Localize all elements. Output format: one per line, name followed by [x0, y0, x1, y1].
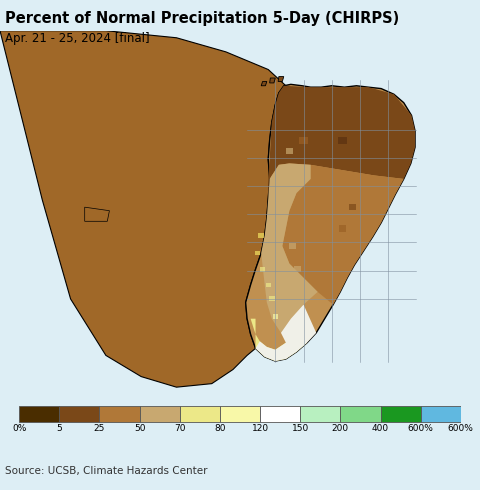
Bar: [258, 233, 264, 238]
Text: 5: 5: [57, 423, 62, 433]
Polygon shape: [0, 31, 286, 387]
Text: 80: 80: [214, 423, 226, 433]
Text: 600%: 600%: [408, 423, 433, 433]
Text: Source: UCSB, Climate Hazards Center: Source: UCSB, Climate Hazards Center: [5, 466, 207, 476]
Text: 400: 400: [372, 423, 389, 433]
Bar: [339, 225, 346, 231]
Bar: [349, 204, 357, 210]
Polygon shape: [84, 207, 109, 221]
Bar: [328, 243, 336, 249]
Polygon shape: [261, 163, 318, 333]
Text: 70: 70: [174, 423, 186, 433]
Text: 50: 50: [134, 423, 145, 433]
Text: 0%: 0%: [12, 423, 26, 433]
Bar: [286, 147, 293, 154]
Bar: [99, 406, 140, 421]
Text: 25: 25: [94, 423, 105, 433]
Bar: [300, 406, 340, 421]
Bar: [220, 406, 260, 421]
Text: Apr. 21 - 25, 2024 [final]: Apr. 21 - 25, 2024 [final]: [5, 32, 149, 45]
Polygon shape: [270, 78, 276, 83]
Bar: [260, 267, 265, 272]
Polygon shape: [278, 76, 284, 81]
Text: 200: 200: [332, 423, 349, 433]
Polygon shape: [251, 318, 307, 361]
Bar: [317, 133, 325, 140]
Bar: [269, 296, 275, 301]
Polygon shape: [261, 81, 267, 86]
Bar: [303, 250, 311, 256]
Polygon shape: [255, 305, 316, 361]
Text: 120: 120: [252, 423, 269, 433]
Bar: [318, 264, 324, 270]
Bar: [420, 406, 461, 421]
Bar: [356, 147, 364, 154]
Bar: [300, 137, 308, 144]
Bar: [255, 251, 260, 255]
Bar: [266, 283, 271, 287]
Bar: [140, 406, 180, 421]
Text: 150: 150: [291, 423, 309, 433]
Text: Percent of Normal Precipitation 5-Day (CHIRPS): Percent of Normal Precipitation 5-Day (C…: [5, 11, 399, 26]
Bar: [260, 406, 300, 421]
Polygon shape: [282, 165, 404, 305]
Bar: [19, 406, 60, 421]
Bar: [338, 137, 347, 144]
Bar: [60, 406, 99, 421]
Bar: [381, 406, 420, 421]
Polygon shape: [246, 84, 415, 361]
Polygon shape: [268, 86, 415, 199]
Bar: [289, 243, 297, 249]
Bar: [294, 266, 301, 272]
Bar: [340, 406, 381, 421]
Text: 600%: 600%: [448, 423, 474, 433]
Bar: [180, 406, 220, 421]
Bar: [273, 315, 278, 318]
